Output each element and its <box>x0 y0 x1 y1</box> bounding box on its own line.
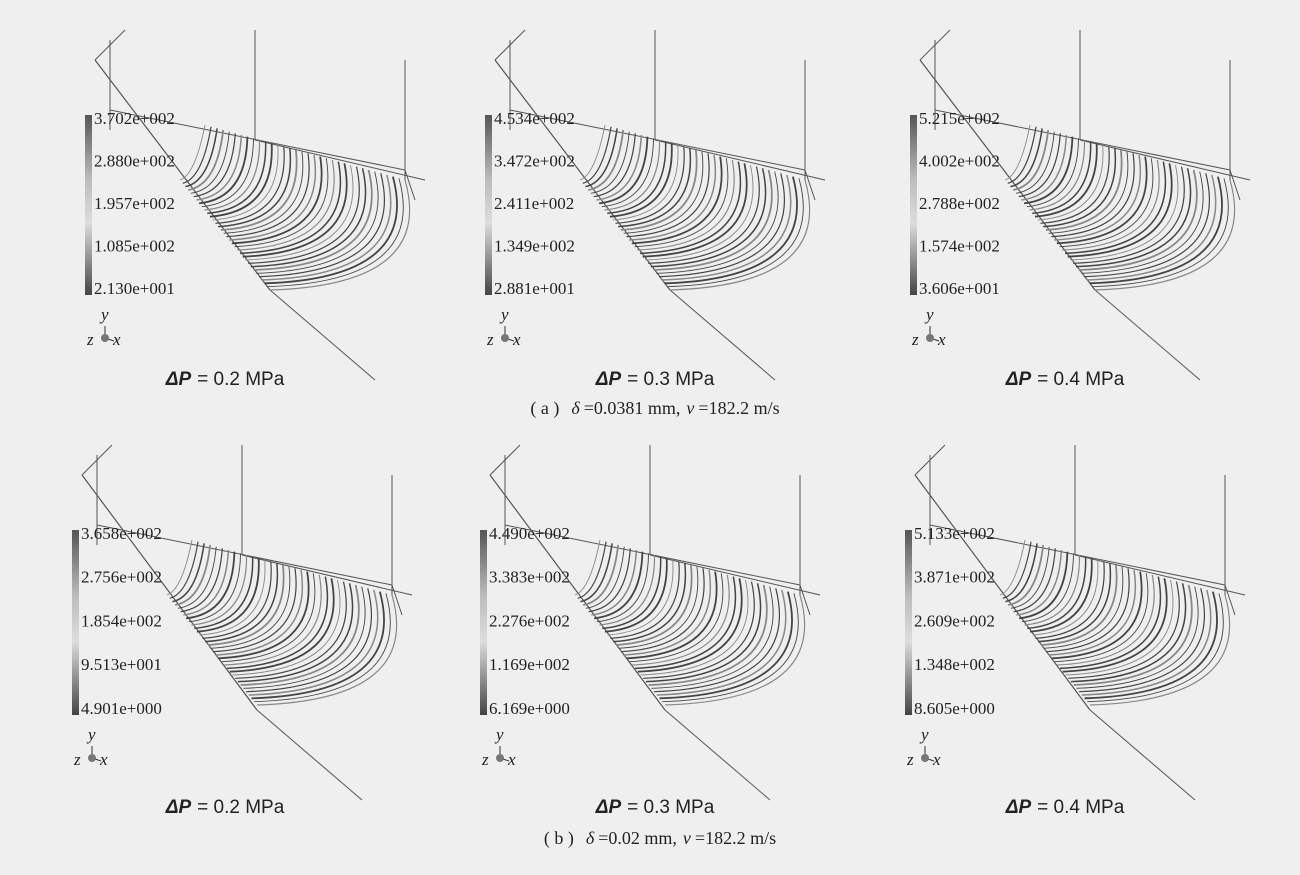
label-symbol: ΔP <box>595 797 622 818</box>
caption-delta-value: =0.0381 mm, <box>584 398 681 418</box>
colorbar-label: 9.513e+001 <box>81 655 162 674</box>
colorbar-label: 2.881e+001 <box>494 279 575 298</box>
axis-z: z <box>73 750 81 769</box>
colorbar-label: 1.574e+002 <box>919 236 1000 255</box>
colorbar-label: 2.130e+001 <box>94 279 175 298</box>
axis-z: z <box>481 750 489 769</box>
axis-z: z <box>86 330 94 349</box>
background <box>0 0 1300 875</box>
label-symbol: ΔP <box>165 369 192 390</box>
caption-tag: ( b ) <box>544 828 574 849</box>
axis-x: x <box>932 750 941 769</box>
colorbar-label: 1.169e+002 <box>489 655 570 674</box>
colorbar-label: 1.348e+002 <box>914 655 995 674</box>
label-symbol: ΔP <box>1005 797 1032 818</box>
axis-origin <box>88 754 96 762</box>
colorbar-label: 3.472e+002 <box>494 151 575 170</box>
axis-origin <box>501 334 509 342</box>
colorbar-label: 1.085e+002 <box>94 236 175 255</box>
panel-label: ΔP= 0.2 MPa <box>165 797 285 818</box>
panel-label: ΔP= 0.3 MPa <box>595 797 715 818</box>
axis-y: y <box>924 305 934 324</box>
colorbar-label: 8.605e+000 <box>914 699 995 718</box>
caption-tag: ( a ) <box>530 398 559 419</box>
axis-origin <box>921 754 929 762</box>
label-value: = 0.3 MPa <box>627 369 715 390</box>
colorbar <box>910 115 917 295</box>
axis-origin <box>926 334 934 342</box>
axis-y: y <box>86 725 96 744</box>
axis-x: x <box>937 330 946 349</box>
colorbar <box>85 115 92 295</box>
axis-z: z <box>906 750 914 769</box>
colorbar-label: 2.788e+002 <box>919 194 1000 213</box>
label-value: = 0.3 MPa <box>627 797 715 818</box>
colorbar-label: 3.871e+002 <box>914 568 995 587</box>
colorbar-label: 3.702e+002 <box>94 109 175 128</box>
colorbar-label: 2.880e+002 <box>94 151 175 170</box>
caption-delta: δ <box>571 398 580 418</box>
label-value: = 0.2 MPa <box>197 797 285 818</box>
label-symbol: ΔP <box>1005 369 1032 390</box>
figure: 3.702e+002 2.880e+002 1.957e+002 1.085e+002… <box>0 0 1300 875</box>
colorbar-label: 2.756e+002 <box>81 568 162 587</box>
colorbar-label: 3.606e+001 <box>919 279 1000 298</box>
axis-y: y <box>494 725 504 744</box>
axis-x: x <box>507 750 516 769</box>
colorbar-label: 5.215e+002 <box>919 109 1000 128</box>
caption-delta: δ <box>586 828 595 848</box>
axis-origin <box>496 754 504 762</box>
caption-delta-value: =0.02 mm, <box>598 828 677 848</box>
axis-z: z <box>911 330 919 349</box>
axis-y: y <box>499 305 509 324</box>
colorbar-label: 1.349e+002 <box>494 236 575 255</box>
colorbar-label: 3.658e+002 <box>81 524 162 543</box>
axis-x: x <box>112 330 121 349</box>
colorbar-label: 4.534e+002 <box>494 109 575 128</box>
colorbar <box>905 530 912 715</box>
colorbar-label: 1.957e+002 <box>94 194 175 213</box>
panel-label: ΔP= 0.3 MPa <box>595 369 715 390</box>
colorbar-label: 4.002e+002 <box>919 151 1000 170</box>
colorbar <box>72 530 79 715</box>
page: 3.702e+002 2.880e+002 1.957e+002 1.085e+002… <box>0 0 1300 875</box>
panel-label: ΔP= 0.4 MPa <box>1005 797 1125 818</box>
colorbar-label: 4.490e+002 <box>489 524 570 543</box>
label-value: = 0.4 MPa <box>1037 797 1125 818</box>
label-value: = 0.4 MPa <box>1037 369 1125 390</box>
axis-y: y <box>919 725 929 744</box>
label-value: = 0.2 MPa <box>197 369 285 390</box>
caption-v-value: =182.2 m/s <box>698 398 779 418</box>
colorbar-label: 5.133e+002 <box>914 524 995 543</box>
label-symbol: ΔP <box>595 369 622 390</box>
axis-z: z <box>486 330 494 349</box>
colorbar-label: 1.854e+002 <box>81 611 162 630</box>
label-symbol: ΔP <box>165 797 192 818</box>
axis-x: x <box>512 330 521 349</box>
axis-x: x <box>99 750 108 769</box>
colorbar-label: 6.169e+000 <box>489 699 570 718</box>
colorbar-label: 3.383e+002 <box>489 568 570 587</box>
axis-y: y <box>99 305 109 324</box>
colorbar <box>485 115 492 295</box>
caption-v-value: =182.2 m/s <box>695 828 776 848</box>
colorbar <box>480 530 487 715</box>
colorbar-label: 4.901e+000 <box>81 699 162 718</box>
panel-label: ΔP= 0.2 MPa <box>165 369 285 390</box>
caption-v: v <box>686 398 694 418</box>
colorbar-label: 2.276e+002 <box>489 611 570 630</box>
colorbar-label: 2.609e+002 <box>914 611 995 630</box>
colorbar-label: 2.411e+002 <box>494 194 574 213</box>
axis-origin <box>101 334 109 342</box>
caption-v: v <box>683 828 691 848</box>
panel-label: ΔP= 0.4 MPa <box>1005 369 1125 390</box>
